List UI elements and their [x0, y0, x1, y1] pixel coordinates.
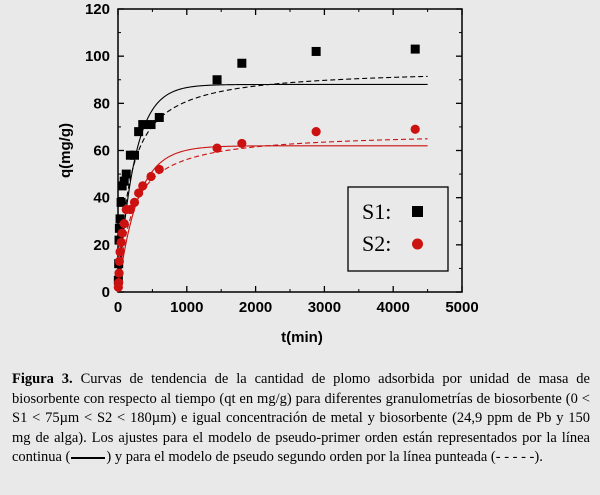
- data-point-s1: [121, 169, 131, 179]
- caption-text-part2: ) y para el modelo de pseudo segundo ord…: [106, 449, 543, 465]
- data-point-s2: [129, 197, 140, 207]
- x-tick-label: 1000: [170, 299, 203, 316]
- data-point-s2: [146, 171, 156, 182]
- y-tick-label: 60: [93, 143, 110, 160]
- legend-marker-s1: [412, 206, 423, 217]
- data-point-s1: [212, 75, 222, 85]
- legend-marker-s2: [412, 238, 423, 250]
- data-point-s1: [117, 181, 127, 191]
- y-tick-label: 0: [102, 284, 110, 301]
- data-point-s1: [410, 44, 420, 54]
- y-axis-title: q(mg/g): [57, 123, 74, 178]
- y-tick-label: 100: [85, 48, 110, 65]
- data-point-s2: [114, 268, 124, 278]
- data-point-s2: [125, 204, 135, 215]
- figure-caption: Figura 3. Curvas de tendencia de la cant…: [12, 370, 590, 468]
- legend-label-s1: S1:: [362, 199, 391, 224]
- data-point-s1: [154, 112, 164, 122]
- data-point-s1: [311, 46, 321, 56]
- data-point-s1: [138, 120, 148, 130]
- y-tick-label: 20: [93, 237, 110, 254]
- x-tick-label: 3000: [308, 299, 341, 316]
- caption-label: Figura 3.: [12, 371, 73, 387]
- data-point-s1: [114, 223, 124, 233]
- x-tick-label: 4000: [377, 299, 410, 316]
- data-point-s2: [117, 228, 127, 238]
- data-point-s1: [237, 58, 247, 68]
- chart-area: 0 1000 2000 3000 4000 5000 0 20 40 60 80 100 120 t(mi…: [57, 1, 479, 346]
- data-point-s1: [115, 214, 125, 224]
- data-point-s2: [134, 188, 144, 198]
- y-tick-label: 120: [85, 1, 110, 18]
- fit-curve-s1-dashed: [117, 75, 428, 293]
- data-point-s2: [119, 219, 129, 229]
- x-tick-label: 0: [114, 299, 122, 316]
- caption-text-part1: Curvas de tendencia de la cantidad de pl…: [12, 371, 590, 465]
- y-tick-label: 80: [93, 95, 110, 112]
- data-point-s2: [237, 138, 247, 149]
- fit-curve-s2-solid: [117, 145, 428, 293]
- x-axis-title: t(min): [281, 329, 323, 346]
- data-point-s2: [116, 237, 126, 248]
- kinetics-chart: 0 1000 2000 3000 4000 5000 0 20 40 60 80 100 120 t(mi…: [57, 1, 479, 346]
- fit-curve-s1-solid: [117, 83, 428, 293]
- solid-line-sample: [71, 456, 106, 459]
- x-tick-label: 5000: [445, 299, 478, 316]
- x-tick-label: 2000: [239, 299, 272, 316]
- data-point-s1: [146, 120, 156, 130]
- data-point-s2: [311, 127, 321, 137]
- legend-box: [347, 186, 449, 272]
- data-point-s2: [212, 143, 222, 153]
- data-point-s2: [154, 164, 164, 174]
- legend-label-s2: S2:: [362, 231, 391, 256]
- y-tick-label: 40: [93, 190, 110, 207]
- data-point-s1: [116, 197, 126, 207]
- data-point-s2: [114, 277, 124, 288]
- data-point-s1: [134, 127, 144, 137]
- data-point-s1: [130, 150, 140, 160]
- data-point-s2: [410, 124, 420, 134]
- data-point-s2: [114, 256, 124, 266]
- data-point-s1: [119, 176, 129, 186]
- data-point-s2: [115, 247, 125, 257]
- data-point-s2: [138, 181, 148, 191]
